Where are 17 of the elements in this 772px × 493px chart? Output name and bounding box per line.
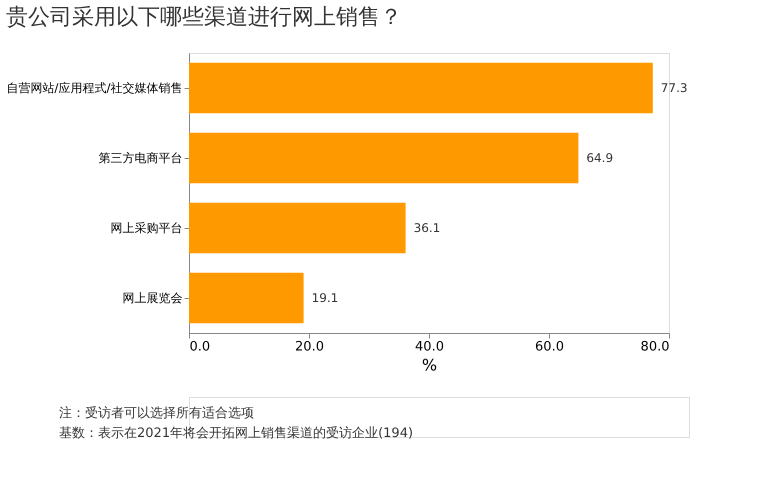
text: 基数：表示在2021年将会开拓网上销售渠道的受访企业(194) — [59, 425, 414, 441]
chart-title: 贵公司采用以下哪些渠道进行网上销售？ — [6, 5, 402, 30]
x-tick-label: 20.0 — [295, 340, 324, 354]
x-axis-title: % — [422, 356, 438, 374]
x-tick-label: 80.0 — [640, 340, 670, 354]
data-label: 64.9 — [586, 151, 614, 165]
data-label: 36.1 — [414, 221, 440, 235]
text: 注：受访者可以选择所有适合选项 — [59, 405, 254, 421]
y-tick-label: 自营网站/应用程式/社交媒体销售 — [6, 81, 182, 95]
x-tick-label: 60.0 — [535, 340, 564, 354]
x-tick-label: 0.0 — [190, 340, 210, 354]
y-tick-label: 第三方电商平台 — [98, 151, 182, 165]
y-tick-label: 网上采购平台 — [110, 221, 182, 235]
data-label: 77.3 — [660, 81, 688, 95]
x-tick-label: 40.0 — [415, 340, 444, 354]
y-tick-label: 网上展览会 — [122, 291, 182, 305]
data-label: 19.1 — [312, 291, 338, 305]
